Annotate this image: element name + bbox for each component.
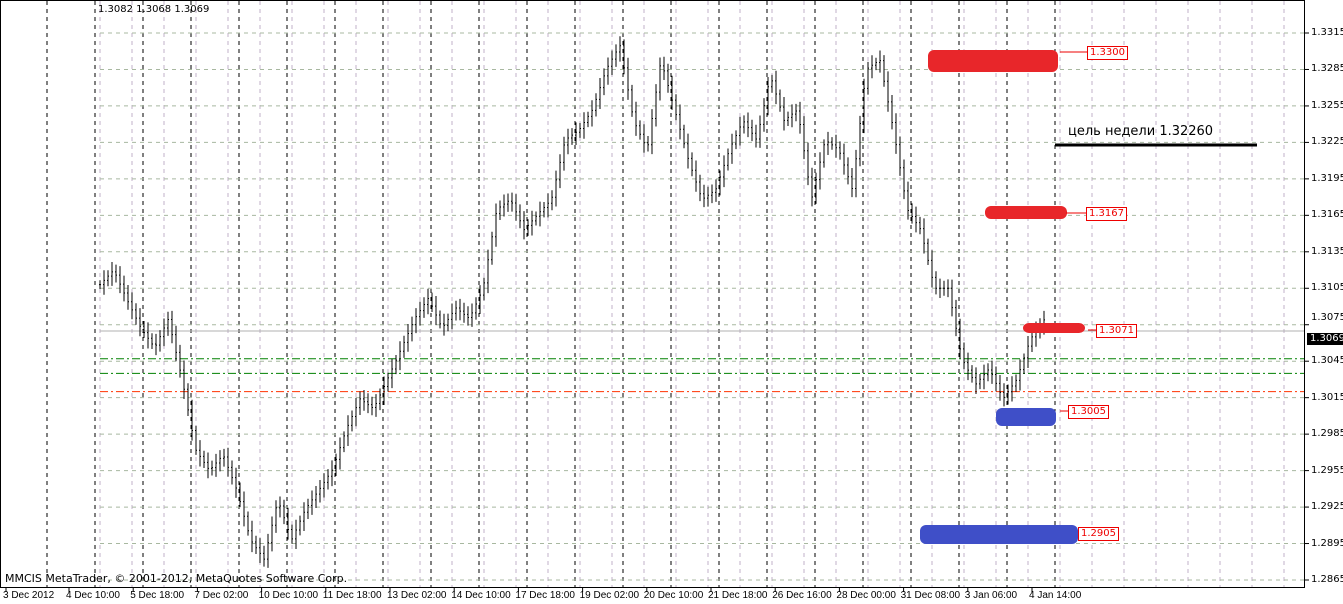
y-tick-label: 1.3105 bbox=[1311, 282, 1343, 294]
y-tick-label: 1.3135 bbox=[1311, 245, 1343, 257]
y-tick-label: 1.2925 bbox=[1311, 501, 1343, 513]
y-tick-label: 1.2865 bbox=[1311, 574, 1343, 585]
level-label-2: 1.3167 bbox=[1086, 207, 1127, 221]
x-tick-label: 14 Dec 10:00 bbox=[451, 590, 511, 601]
level-label-1: 1.3300 bbox=[1087, 46, 1128, 60]
y-tick-label: 1.3045 bbox=[1311, 355, 1343, 367]
y-tick-label: 1.3285 bbox=[1311, 63, 1343, 75]
y-tick-label: 1.3075 bbox=[1311, 311, 1343, 323]
x-tick-label: 21 Dec 18:00 bbox=[708, 590, 768, 601]
y-tick-label: 1.3015 bbox=[1311, 391, 1343, 403]
copyright-text: MMCIS MetaTrader, © 2001-2012, MetaQuote… bbox=[5, 572, 348, 585]
x-tick-label: 3 Jan 06:00 bbox=[964, 590, 1018, 601]
level-label-4: 1.3005 bbox=[1068, 405, 1109, 419]
x-tick-label: 3 Dec 2012 bbox=[3, 590, 55, 601]
y-tick-label: 1.3165 bbox=[1311, 209, 1343, 221]
x-tick-label: 10 Dec 10:00 bbox=[258, 590, 319, 601]
level-mark-1 bbox=[928, 50, 1058, 72]
y-tick-label: 1.3225 bbox=[1311, 136, 1343, 148]
x-tick-label: 26 Dec 16:00 bbox=[772, 590, 832, 601]
y-tick-label: 1.2955 bbox=[1311, 464, 1343, 476]
y-tick-label: 1.3255 bbox=[1311, 99, 1343, 111]
y-tick-label: 1.2895 bbox=[1311, 537, 1343, 549]
x-tick-label: 20 Dec 10:00 bbox=[643, 590, 704, 601]
level-mark-2 bbox=[985, 206, 1067, 219]
y-tick-label: 1.2985 bbox=[1311, 428, 1343, 440]
x-tick-label: 11 Dec 18:00 bbox=[322, 590, 382, 601]
current-price-label: 1.3069 bbox=[1307, 333, 1343, 345]
x-tick-label: 4 Dec 10:00 bbox=[66, 590, 120, 601]
level-mark-4 bbox=[996, 408, 1056, 426]
x-tick-label: 17 Dec 18:00 bbox=[515, 590, 575, 601]
x-tick-label: 28 Dec 00:00 bbox=[836, 590, 896, 601]
plot-frame bbox=[0, 0, 1305, 588]
weekly-target-note: цель недели 1.32260 bbox=[1068, 124, 1214, 139]
level-label-3: 1.3071 bbox=[1096, 324, 1137, 338]
level-mark-3 bbox=[1023, 323, 1085, 333]
level-mark-5 bbox=[920, 525, 1078, 544]
ohlc-readout: 1.3082 1.3068 1.3069 bbox=[98, 4, 210, 15]
y-tick-label: 1.3315 bbox=[1311, 27, 1343, 38]
x-tick-label: 31 Dec 08:00 bbox=[900, 590, 961, 601]
x-tick-label: 13 Dec 02:00 bbox=[387, 590, 447, 601]
y-tick-label: 1.3195 bbox=[1311, 172, 1343, 184]
x-tick-label: 7 Dec 02:00 bbox=[194, 590, 249, 601]
x-tick-label: 19 Dec 02:00 bbox=[579, 590, 640, 601]
x-tick-label: 4 Jan 14:00 bbox=[1029, 590, 1082, 601]
x-tick-label: 5 Dec 18:00 bbox=[130, 590, 185, 601]
level-label-5: 1.2905 bbox=[1078, 527, 1119, 541]
